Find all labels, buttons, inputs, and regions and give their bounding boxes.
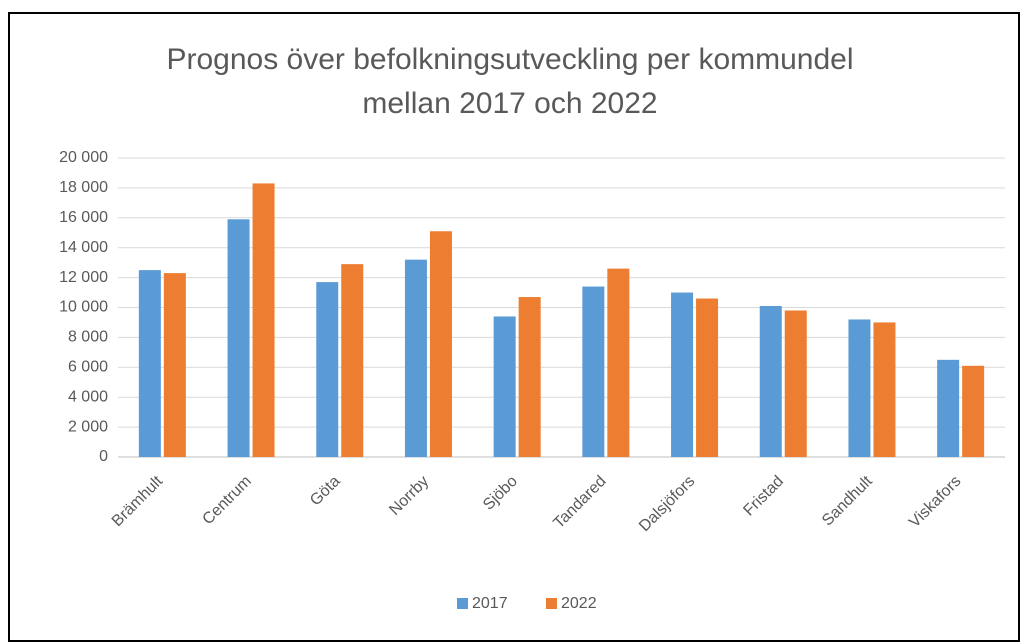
x-tick-label: Brämhult	[109, 472, 167, 530]
x-tick-label: Dalsjöfors	[636, 473, 698, 535]
y-tick-label: 18 000	[59, 179, 108, 196]
y-tick-label: 12 000	[59, 269, 108, 286]
legend-swatch	[546, 598, 557, 609]
bar	[848, 319, 871, 457]
bar	[696, 298, 719, 457]
bar	[873, 322, 896, 457]
y-tick-label: 20 000	[59, 149, 108, 166]
y-tick-label: 2 000	[68, 418, 108, 435]
x-tick-label: Tandared	[550, 473, 609, 532]
legend-swatch	[457, 598, 468, 609]
y-tick-label: 10 000	[59, 299, 108, 316]
bar	[962, 365, 985, 457]
x-tick-label: Sjöbo	[480, 473, 521, 514]
y-tick-label: 6 000	[68, 359, 108, 376]
x-tick-label: Sandhult	[819, 472, 876, 529]
y-tick-label: 0	[99, 448, 108, 465]
x-tick-label: Centrum	[199, 473, 254, 528]
y-tick-label: 14 000	[59, 239, 108, 256]
bar	[252, 183, 275, 458]
x-tick-label: Norrby	[386, 473, 432, 519]
bar	[138, 270, 161, 457]
bar	[937, 359, 960, 457]
bar	[429, 231, 452, 457]
bar	[341, 264, 364, 457]
bar	[227, 219, 250, 457]
y-tick-label: 8 000	[68, 329, 108, 346]
bar	[582, 286, 605, 457]
x-tick-label: Viskafors	[906, 473, 964, 531]
bar	[607, 268, 630, 457]
bar	[784, 310, 807, 457]
bar	[163, 273, 186, 457]
legend-label: 2022	[561, 595, 597, 612]
y-tick-label: 16 000	[59, 209, 108, 226]
bar	[759, 306, 782, 457]
legend-label: 2017	[472, 595, 508, 612]
y-tick-label: 4 000	[68, 388, 108, 405]
bar	[316, 282, 339, 457]
bar	[671, 292, 694, 457]
chart-title: Prognos över befolkningsutveckling per k…	[166, 43, 854, 120]
x-tick-label: Göta	[307, 473, 344, 510]
bar	[404, 259, 427, 457]
bar	[518, 297, 541, 457]
bar	[493, 316, 516, 457]
x-tick-label: Fristad	[740, 473, 787, 520]
